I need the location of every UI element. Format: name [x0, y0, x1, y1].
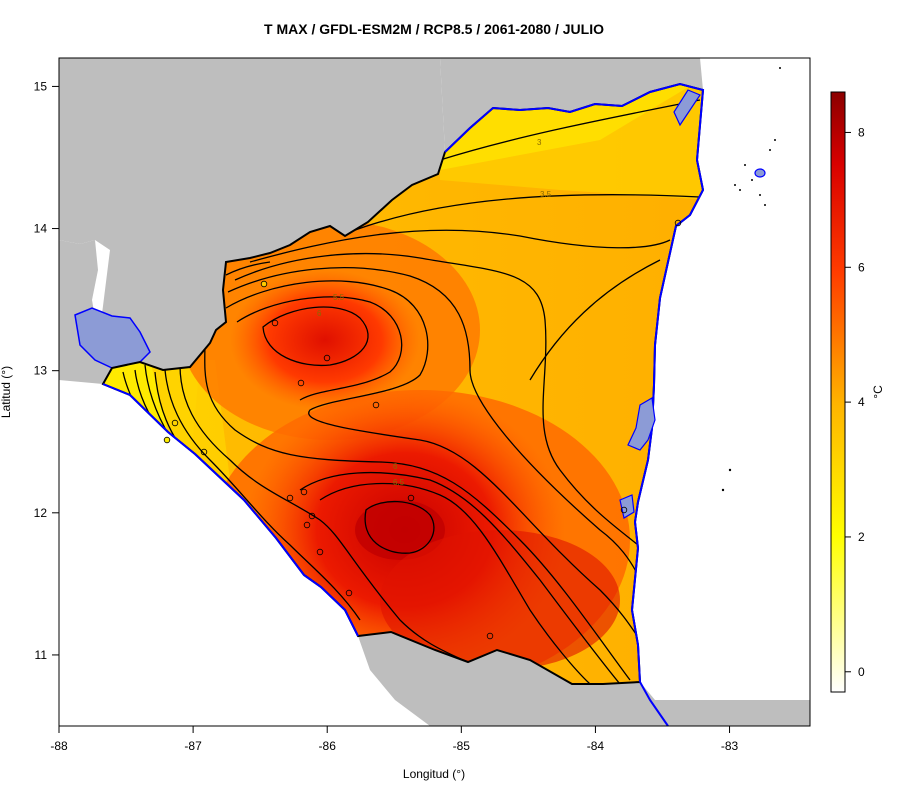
- station-marker: [297, 379, 305, 387]
- station-marker: [372, 401, 380, 409]
- station-marker: [308, 512, 316, 520]
- lagoon-north: [673, 89, 701, 127]
- station-marker: [271, 319, 279, 327]
- colorbar-ticks: 0 2 4 6 8: [845, 125, 865, 679]
- pearl-lagoon: [627, 397, 656, 451]
- contour-label-5: 6: [393, 462, 398, 471]
- x-tick-label: -84: [587, 739, 605, 753]
- station-marker: [620, 506, 628, 514]
- honduras-land: [59, 58, 445, 370]
- colorbar-tick-label: 8: [858, 125, 865, 139]
- y-tick-label: 12: [34, 506, 48, 520]
- corn-islands: [721, 67, 781, 492]
- contour-label-2: 3.5: [540, 190, 552, 199]
- map-title: T MAX / GFDL-ESM2M / RCP8.5 / 2061-2080 …: [264, 21, 604, 37]
- colorbar: 0 2 4 6 8 °C: [830, 91, 885, 693]
- station-marker: [260, 280, 268, 288]
- costa-rica-land: [358, 632, 668, 726]
- colorbar-tick-label: 4: [858, 395, 865, 409]
- contour-label-6: 6.5: [393, 478, 405, 487]
- x-tick-label: -83: [721, 739, 739, 753]
- station-marker: [323, 354, 331, 362]
- station-marker: [300, 488, 308, 496]
- x-tick-label: -86: [319, 739, 337, 753]
- station-marker: [171, 419, 179, 427]
- x-axis-label: Longitud (°): [403, 767, 465, 781]
- y-tick-label: 15: [34, 79, 48, 93]
- station-marker: [486, 632, 494, 640]
- colorbar-tick-label: 0: [858, 665, 865, 679]
- station-marker: [345, 589, 353, 597]
- station-marker: [674, 219, 682, 227]
- costa-rica-coastline: [639, 681, 669, 727]
- miskito-cays: [754, 168, 766, 178]
- x-tick-label: -88: [50, 739, 68, 753]
- honduras-coast: [440, 58, 703, 152]
- y-axis-label: Latitud (°): [0, 366, 13, 418]
- y-tick-label: 14: [34, 222, 48, 236]
- contour-label-1: 3: [537, 138, 542, 147]
- contour-lines: [122, 99, 701, 684]
- x-tick-label: -85: [453, 739, 471, 753]
- station-marker: [163, 436, 171, 444]
- bluefields-bay: [619, 494, 635, 519]
- plot-frame: [58, 57, 811, 727]
- pacific-coastline: [102, 383, 359, 637]
- map-plot-area: 3 3.5 5.5 6 6 6.5: [58, 57, 811, 727]
- station-marker: [316, 548, 324, 556]
- contour-label-3: 5.5: [333, 293, 345, 302]
- caribbean-sea: [440, 58, 810, 726]
- x-tick-label: -87: [184, 739, 202, 753]
- y-tick-label: 13: [34, 364, 48, 378]
- station-marker: [200, 448, 208, 456]
- y-tick-label: 11: [35, 648, 48, 662]
- station-marker: [407, 494, 415, 502]
- colorbar-tick-label: 6: [858, 260, 865, 274]
- caribbean-coastline: [444, 82, 705, 683]
- station-marker: [286, 494, 294, 502]
- station-marker: [303, 521, 311, 529]
- colorbar-label: °C: [871, 385, 885, 399]
- y-axis: 11 12 13 14 15: [34, 79, 59, 662]
- contour-label-4: 6: [317, 309, 322, 318]
- gulf-of-fonseca: [74, 307, 151, 369]
- colorbar-scale: [830, 91, 846, 693]
- costa-rica-east-land: [650, 700, 810, 726]
- pacific-ocean: [59, 380, 668, 726]
- weather-stations: [163, 219, 682, 640]
- x-axis: -88 -87 -86 -85 -84 -83: [50, 726, 739, 753]
- colorbar-tick-label: 2: [858, 530, 865, 544]
